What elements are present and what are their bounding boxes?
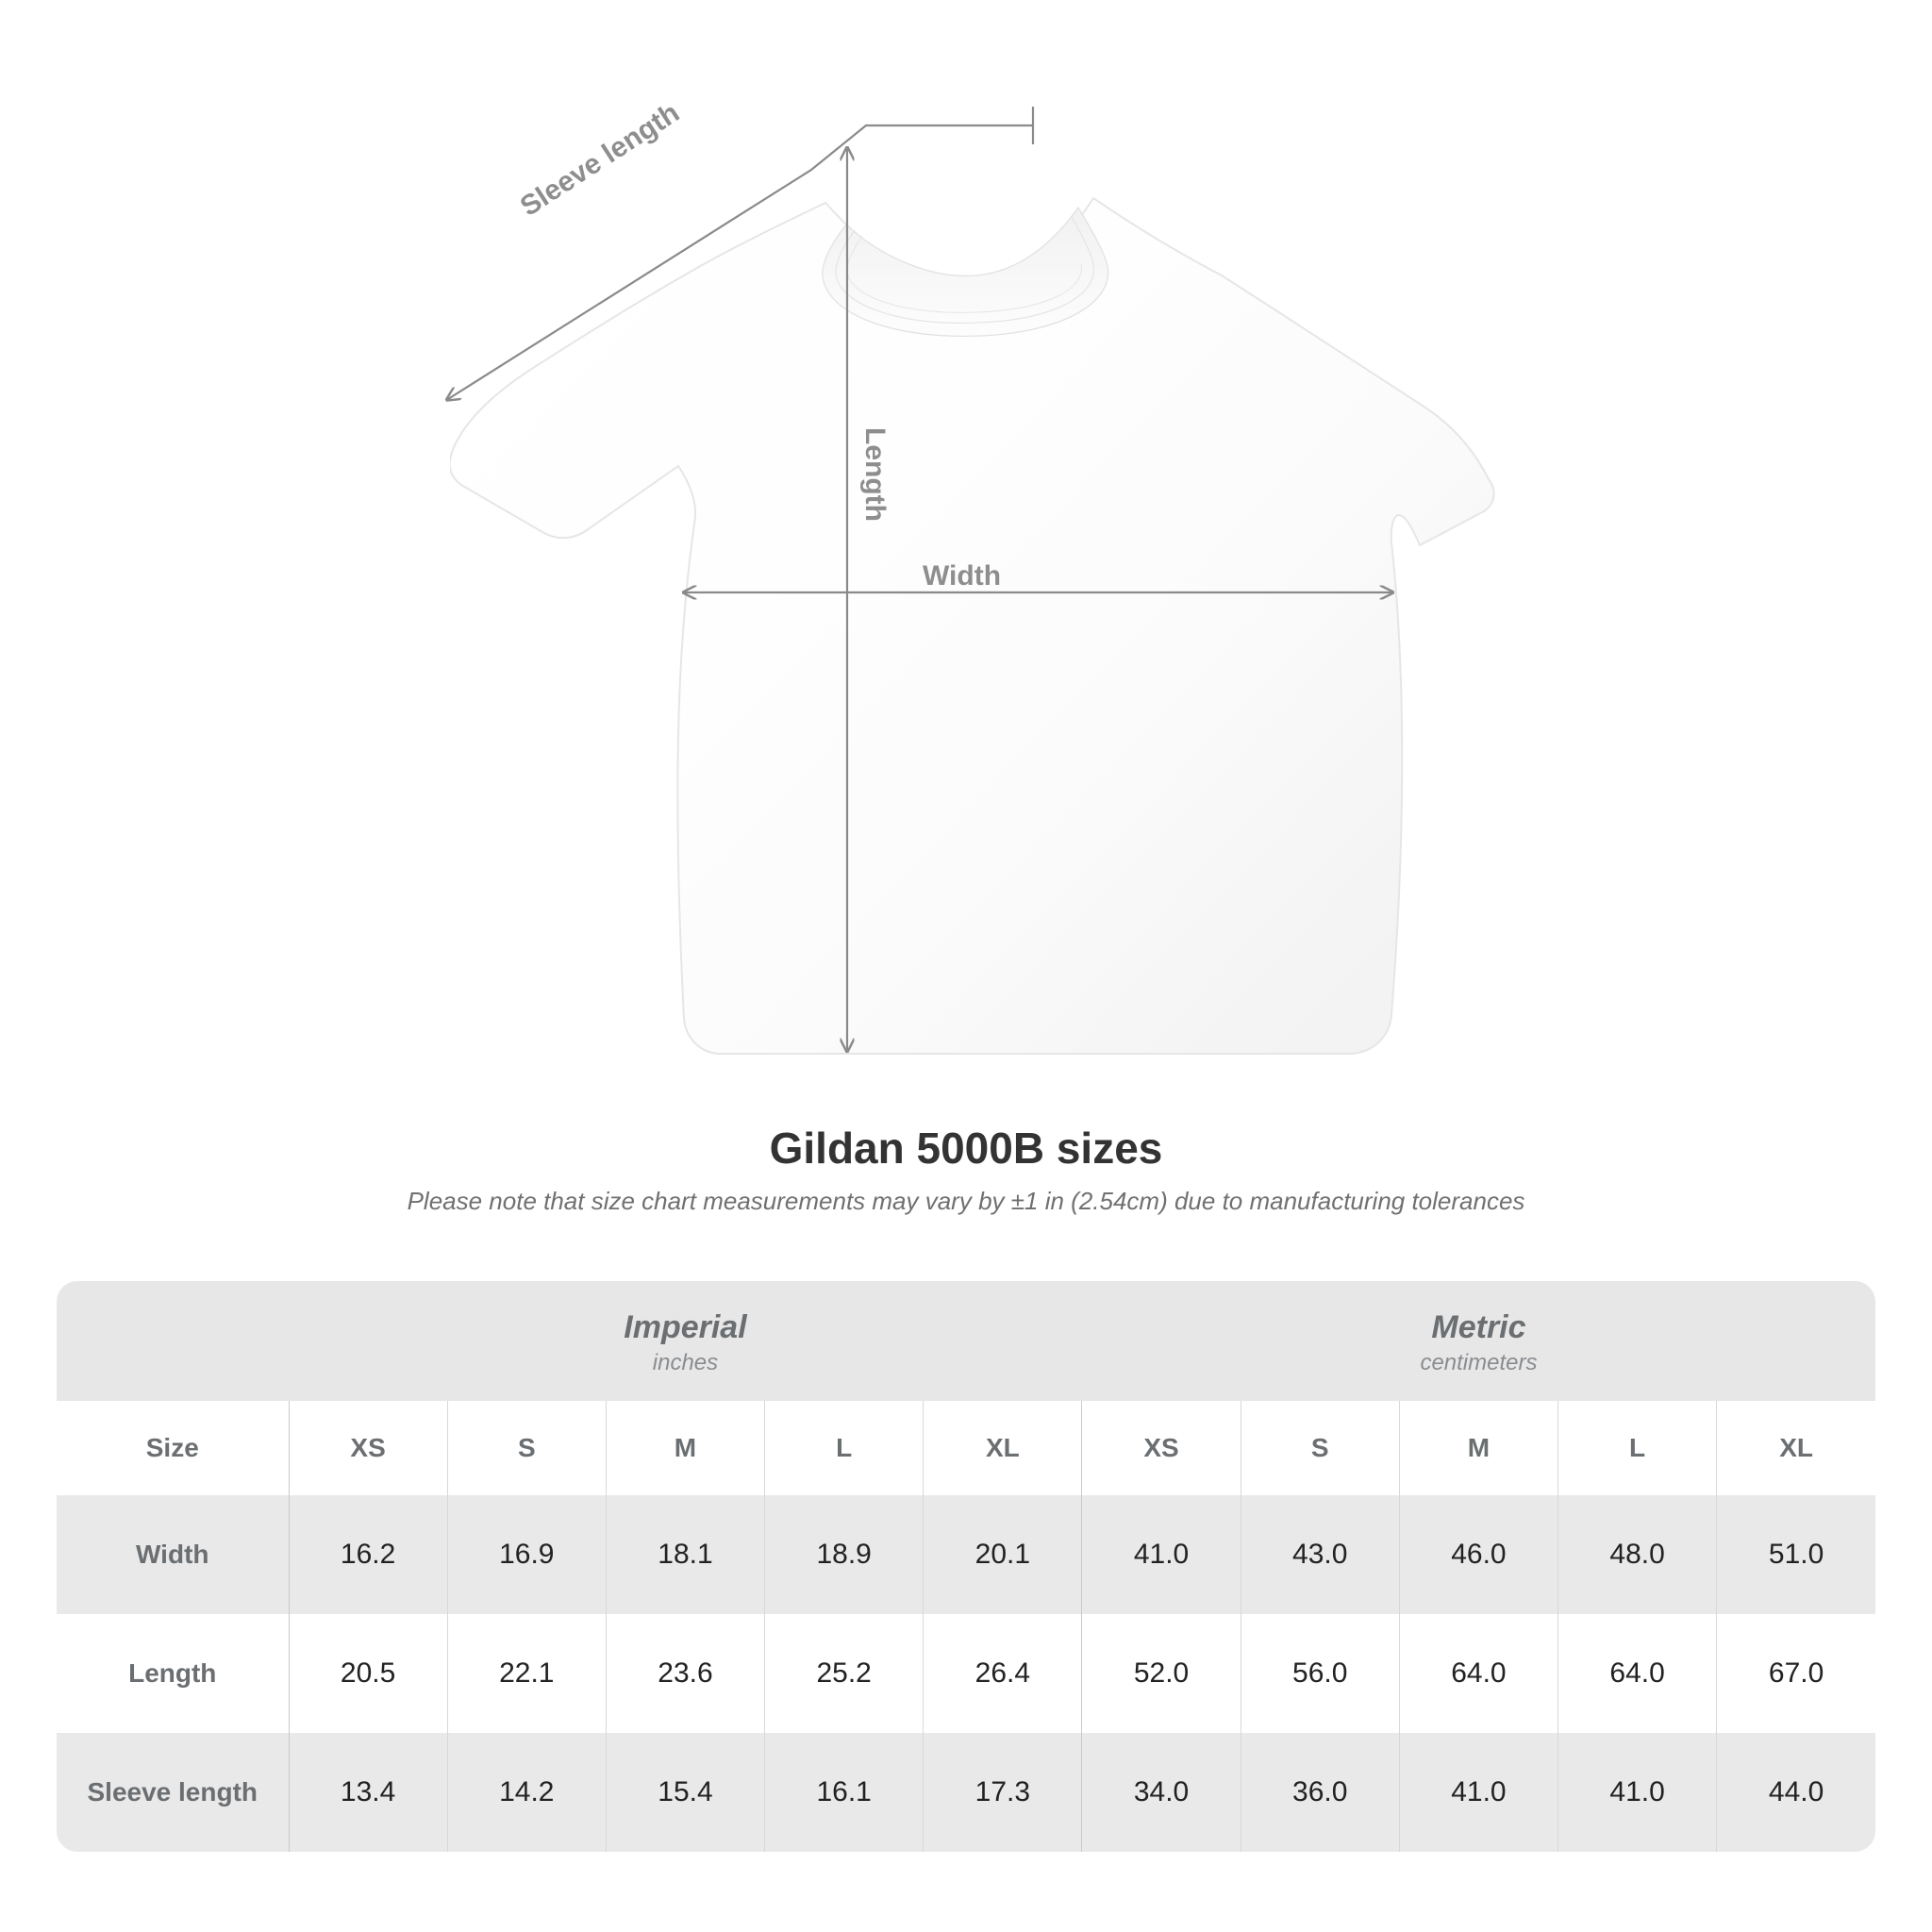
- svg-text:Sleeve length: Sleeve length: [515, 97, 685, 223]
- svg-text:Length: Length: [859, 427, 891, 522]
- svg-text:Width: Width: [923, 560, 1001, 591]
